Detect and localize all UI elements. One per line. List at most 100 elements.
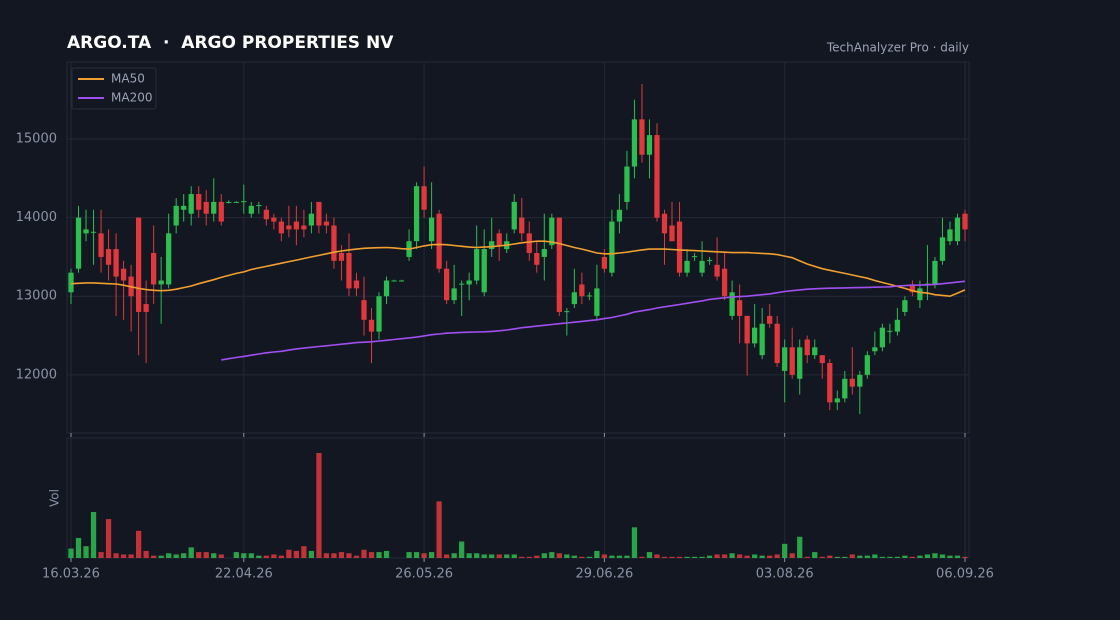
volume-panel bbox=[66, 437, 970, 559]
candle-body bbox=[519, 217, 525, 234]
volume-bar bbox=[413, 552, 420, 558]
candle-body bbox=[226, 201, 232, 203]
candle-body bbox=[203, 201, 209, 214]
candle-body bbox=[135, 217, 142, 312]
volume-bar bbox=[271, 554, 277, 558]
volume-bar bbox=[383, 550, 390, 558]
volume-bar bbox=[361, 549, 367, 558]
candle-body bbox=[609, 221, 615, 273]
volume-bar bbox=[812, 552, 818, 558]
volume-bar bbox=[338, 552, 345, 558]
candle-body bbox=[218, 201, 224, 222]
candle-body bbox=[158, 280, 164, 285]
candle-body bbox=[954, 217, 961, 242]
candle-body bbox=[736, 300, 743, 316]
volume-bar bbox=[248, 553, 254, 558]
volume-bar bbox=[676, 556, 683, 558]
candle-body bbox=[857, 374, 863, 387]
volume-bar bbox=[646, 552, 653, 558]
candle-body bbox=[331, 225, 337, 261]
volume-bar bbox=[278, 555, 284, 558]
volume-bar bbox=[526, 556, 532, 558]
candle-body bbox=[188, 194, 194, 214]
candle-body bbox=[248, 205, 254, 214]
candle-body bbox=[511, 201, 517, 230]
volume-bar bbox=[504, 554, 510, 558]
volume-bar bbox=[323, 553, 330, 558]
candle-body bbox=[68, 272, 74, 293]
candle-body bbox=[105, 249, 112, 265]
candle-body bbox=[616, 209, 623, 222]
volume-bar bbox=[128, 554, 134, 558]
volume-bar bbox=[932, 553, 938, 558]
candle-body bbox=[939, 237, 946, 261]
volume-bar bbox=[789, 553, 795, 558]
candle-body bbox=[316, 201, 322, 226]
y-tick-label: 15000 bbox=[16, 132, 57, 147]
volume-label: Vol bbox=[48, 489, 62, 507]
volume-bar bbox=[842, 556, 848, 558]
candle-body bbox=[812, 347, 818, 356]
candle-body bbox=[789, 347, 795, 375]
volume-bar bbox=[151, 555, 157, 558]
candle-body bbox=[534, 253, 540, 265]
candle-body bbox=[894, 319, 901, 332]
price-panel bbox=[66, 61, 970, 434]
candle-body bbox=[75, 217, 82, 269]
candle-body bbox=[879, 327, 885, 348]
x-tick-label: 29.06.26 bbox=[575, 567, 633, 582]
candle-body bbox=[721, 268, 728, 297]
volume-bar bbox=[496, 554, 502, 558]
candle-body bbox=[120, 268, 127, 281]
volume-bar bbox=[83, 546, 89, 558]
volume-bar bbox=[135, 530, 142, 558]
volume-bar bbox=[586, 556, 592, 558]
candle-body bbox=[286, 225, 292, 230]
volume-bar bbox=[721, 554, 728, 558]
volume-bar bbox=[571, 555, 577, 558]
x-tick-label: 06.09.26 bbox=[936, 567, 994, 582]
volume-bar bbox=[819, 556, 825, 558]
candle-body bbox=[481, 249, 487, 293]
candle-body bbox=[631, 119, 638, 167]
candle-body bbox=[691, 256, 698, 258]
candle-body bbox=[428, 217, 435, 242]
candle-body bbox=[624, 166, 630, 202]
candle-body bbox=[489, 241, 495, 250]
volume-bar bbox=[406, 552, 412, 558]
volume-bar bbox=[939, 554, 946, 558]
candle-body bbox=[729, 292, 735, 316]
volume-bar bbox=[902, 555, 908, 558]
volume-bar bbox=[894, 556, 901, 558]
volume-bar bbox=[864, 555, 870, 558]
candle-body bbox=[541, 249, 547, 257]
candle-body bbox=[83, 229, 89, 234]
candle-body bbox=[353, 280, 360, 289]
volume-bar bbox=[444, 554, 450, 558]
candle-body bbox=[759, 323, 765, 356]
volume-bar bbox=[256, 555, 262, 558]
grid bbox=[67, 62, 969, 558]
volume-bar bbox=[594, 550, 600, 558]
volume-bar bbox=[962, 556, 968, 558]
volume-bar bbox=[601, 554, 608, 558]
volume-bar bbox=[98, 552, 104, 558]
candle-body bbox=[323, 221, 330, 226]
volume-bar bbox=[196, 552, 202, 558]
candle-body bbox=[699, 260, 705, 273]
candle-body bbox=[263, 209, 269, 220]
volume-bar bbox=[263, 555, 269, 558]
volume-bar bbox=[436, 501, 442, 558]
volume-bar bbox=[428, 552, 435, 558]
volume-bar bbox=[774, 554, 780, 558]
candle-body bbox=[413, 186, 420, 242]
volume-bar bbox=[834, 556, 840, 558]
candle-body bbox=[241, 201, 247, 203]
volume-bar bbox=[782, 543, 788, 558]
ma-line bbox=[70, 240, 966, 298]
volume-bar bbox=[549, 552, 555, 558]
y-tick-label: 14000 bbox=[16, 210, 57, 225]
volume-bar bbox=[699, 556, 705, 558]
candle-body bbox=[834, 398, 840, 403]
volume-bar bbox=[691, 556, 698, 558]
